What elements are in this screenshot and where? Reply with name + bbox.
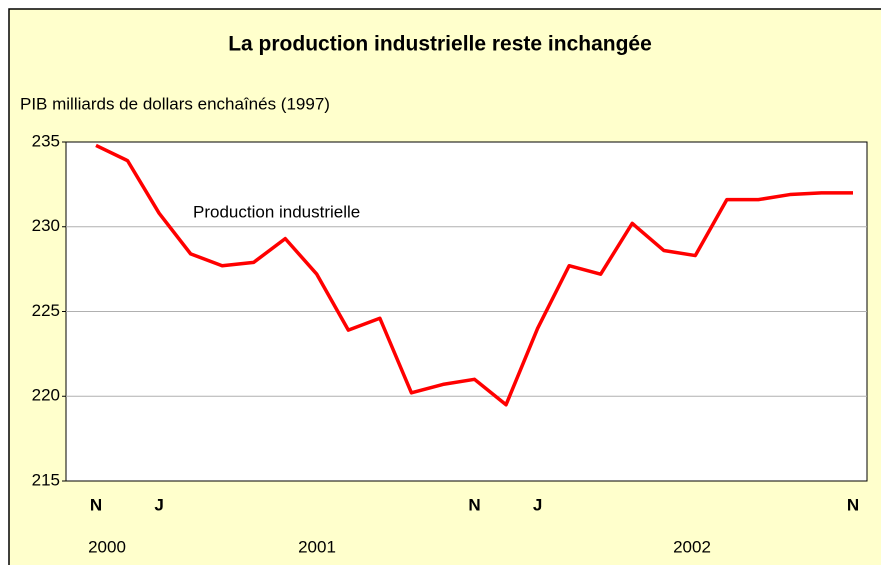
y-tick-label: 220: [32, 386, 60, 405]
y-tick-label: 225: [32, 301, 60, 320]
year-label: 2000: [88, 537, 126, 556]
year-label: 2002: [673, 537, 711, 556]
chart-title: La production industrielle reste inchang…: [228, 33, 652, 56]
year-label: 2001: [298, 537, 336, 556]
line-series: [95, 143, 853, 407]
y-axis-label: PIB milliards de dollars enchaînés (1997…: [20, 94, 330, 113]
x-tick-label: N: [847, 495, 859, 514]
x-tick-label: J: [533, 495, 542, 514]
y-tick-label: 230: [32, 216, 60, 235]
y-tick-label: 235: [32, 131, 60, 150]
y-tick-label: 215: [32, 470, 60, 489]
x-tick-label: J: [154, 495, 163, 514]
annotation: Production industrielle: [193, 202, 360, 221]
x-tick-label: N: [468, 495, 480, 514]
x-tick-label: N: [90, 495, 102, 514]
